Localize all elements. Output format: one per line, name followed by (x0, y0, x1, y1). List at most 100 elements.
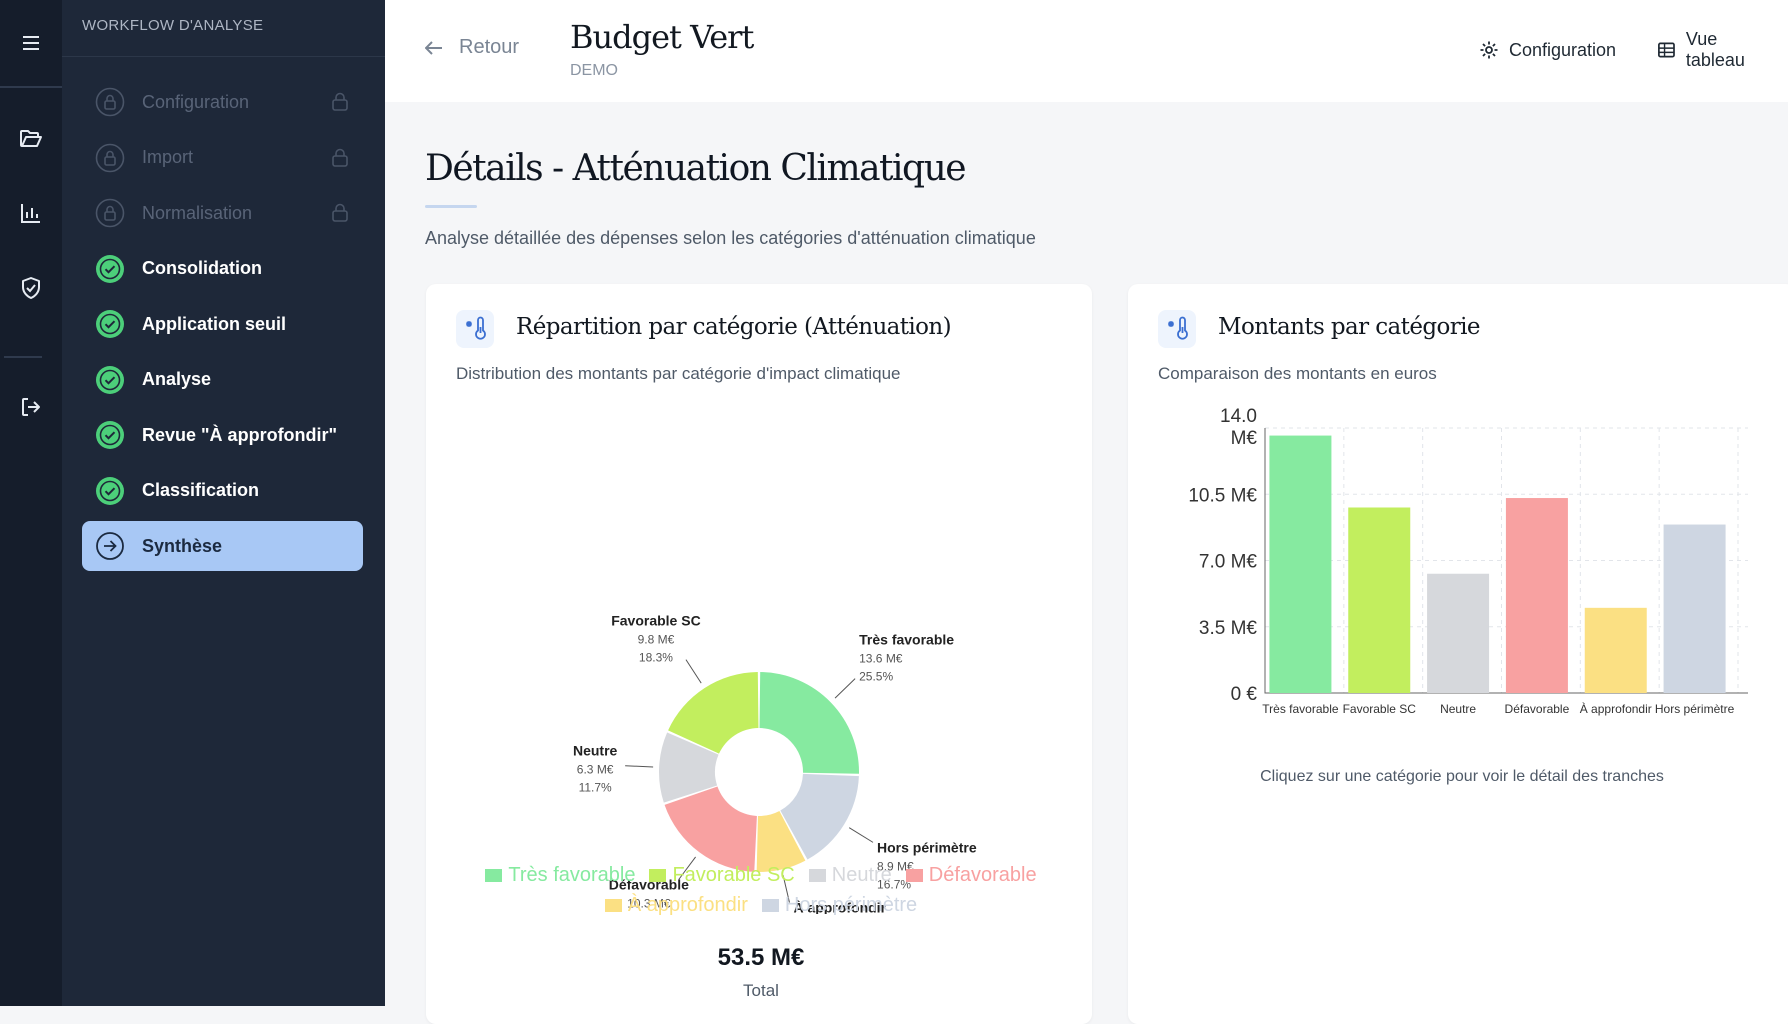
workflow-step-configuration: Configuration (82, 77, 363, 127)
check-circle-icon (94, 253, 126, 285)
legend-swatch (485, 869, 503, 882)
legend-swatch (905, 869, 923, 882)
thermometer-icon (1158, 310, 1196, 348)
pie-legend-item[interactable]: Favorable SC (649, 864, 795, 887)
page-title: Détails - Atténuation Climatique (425, 148, 967, 189)
pie-legend-item[interactable]: Défavorable (905, 864, 1037, 887)
workflow-step-label: Synthèse (142, 535, 223, 556)
pie-chart-card: Répartition par catégorie (Atténuation) … (426, 284, 1092, 1024)
title-underline (425, 205, 477, 208)
workflow-step-label: Configuration (142, 91, 250, 112)
pie-slice[interactable] (780, 773, 859, 860)
x-tick-label: Neutre (1440, 702, 1476, 716)
configuration-button[interactable]: Configuration (1467, 30, 1629, 70)
y-tick-label: 3.5 M€ (1199, 618, 1258, 639)
table-view-button[interactable]: Vue tableau (1645, 29, 1788, 70)
pie-slice-value-label: 6.3 M€ (577, 763, 614, 777)
y-tick-label: 14.0 (1220, 406, 1257, 427)
pie-leader-line (678, 856, 696, 880)
y-tick-label: M€ (1231, 428, 1258, 449)
menu-icon[interactable] (9, 21, 53, 65)
check-circle-icon (94, 364, 126, 396)
pie-slice[interactable] (756, 810, 806, 872)
workflow-step-classification[interactable]: Classification (82, 466, 363, 516)
workflow-step-label: Analyse (142, 369, 212, 389)
total-label: Total (743, 981, 779, 1000)
logout-icon[interactable] (9, 385, 53, 429)
workflow-step-label: Application seuil (142, 313, 287, 334)
donut-chart: Très favorable 13.6 M€ 25.5% Hors périmètre… (573, 613, 977, 914)
icon-rail (0, 0, 62, 1006)
bar[interactable] (1584, 607, 1647, 693)
arrow-left-icon (425, 40, 442, 55)
pie-leader-line (685, 659, 702, 684)
bar[interactable] (1427, 573, 1490, 693)
x-tick-label: À approfondir (1580, 701, 1652, 716)
pie-slice-label: Neutre (573, 743, 618, 759)
workflow-sidebar: WORKFLOW D'ANALYSE Configuration Import No… (62, 0, 385, 1006)
table-view-label: Vue tableau (1685, 29, 1745, 70)
check-circle-icon (94, 419, 126, 451)
workflow-step-label: Consolidation (142, 258, 262, 278)
table-icon (1658, 42, 1675, 58)
top-bar: Retour Budget Vert DEMO Configuration Vu… (385, 0, 1788, 102)
bar[interactable] (1663, 524, 1726, 693)
pie-slice[interactable] (659, 732, 719, 803)
page-subtitle: Analyse détaillée des dépenses selon les… (425, 228, 1036, 248)
y-tick-label: 7.0 M€ (1199, 552, 1258, 573)
rail-divider (0, 86, 62, 88)
rail-divider (4, 356, 42, 358)
workflow-step-application-seuil[interactable]: Application seuil (82, 299, 363, 349)
legend-label: Neutre (831, 864, 892, 886)
app-title: Budget Vert (570, 18, 754, 56)
pie-legend-item[interactable]: Hors périmètre (761, 894, 917, 917)
folder-icon[interactable] (9, 116, 53, 160)
workflow-step-revue-a-approfondir[interactable]: Revue "À approfondir" (82, 410, 363, 460)
workflow-step-consolidation[interactable]: Consolidation (82, 244, 363, 294)
pie-slice[interactable] (664, 786, 757, 872)
check-circle-icon (94, 475, 126, 507)
workflow-step-label: Classification (142, 480, 260, 500)
check-circle-icon (94, 308, 126, 340)
legend-swatch (808, 869, 826, 882)
bar-chart-icon[interactable] (9, 191, 53, 235)
pie-slice[interactable] (668, 672, 759, 754)
bar-chart-card: Montants par catégorie Comparaison des m… (1128, 284, 1788, 1024)
thermometer-icon (456, 310, 494, 348)
legend-label: Favorable SC (672, 864, 795, 886)
pie-legend-item[interactable]: Très favorable (485, 864, 635, 887)
pie-legend-item[interactable]: Neutre (808, 864, 892, 887)
pie-slice-value-label: 9.8 M€ (638, 633, 675, 647)
x-tick-label: Très favorable (1262, 702, 1339, 716)
legend-swatch (761, 899, 779, 912)
y-tick-label: 0 € (1231, 684, 1258, 705)
legend-label: Très favorable (508, 864, 636, 886)
pie-slice-value-label: 10.3 M€ (627, 896, 671, 910)
lock-circle-icon (94, 142, 126, 174)
workflow-step-label: Revue "À approfondir" (142, 424, 338, 445)
configuration-label: Configuration (1509, 39, 1617, 60)
pie-slice-percent-label: 25.5% (859, 670, 893, 684)
lock-icon (331, 148, 349, 173)
workflow-step-synthese[interactable]: Synthèse (82, 521, 363, 571)
x-tick-label: Favorable SC (1343, 702, 1417, 716)
bar[interactable] (1269, 435, 1332, 693)
bar[interactable] (1505, 498, 1568, 693)
workflow-step-label: Import (142, 147, 194, 167)
legend-label: À approfondir (627, 894, 748, 916)
back-button[interactable]: Retour (425, 36, 519, 59)
arrow-circle-icon (94, 530, 126, 562)
pie-legend-item[interactable]: À approfondir (604, 894, 748, 917)
pie-slice[interactable] (759, 672, 859, 774)
legend-swatch (649, 869, 667, 882)
lock-icon (331, 203, 349, 228)
pie-slice-label: À approfondir (793, 899, 886, 914)
legend-label: Défavorable (928, 864, 1037, 886)
pie-slice-percent-label: 11.7% (579, 781, 612, 795)
shield-check-icon[interactable] (9, 266, 53, 310)
legend-swatch (604, 899, 622, 912)
pie-slice-label: Favorable SC (611, 613, 700, 629)
bar[interactable] (1348, 507, 1411, 694)
pie-card-title: Répartition par catégorie (Atténuation) (516, 314, 952, 340)
workflow-step-analyse[interactable]: Analyse (82, 355, 363, 405)
